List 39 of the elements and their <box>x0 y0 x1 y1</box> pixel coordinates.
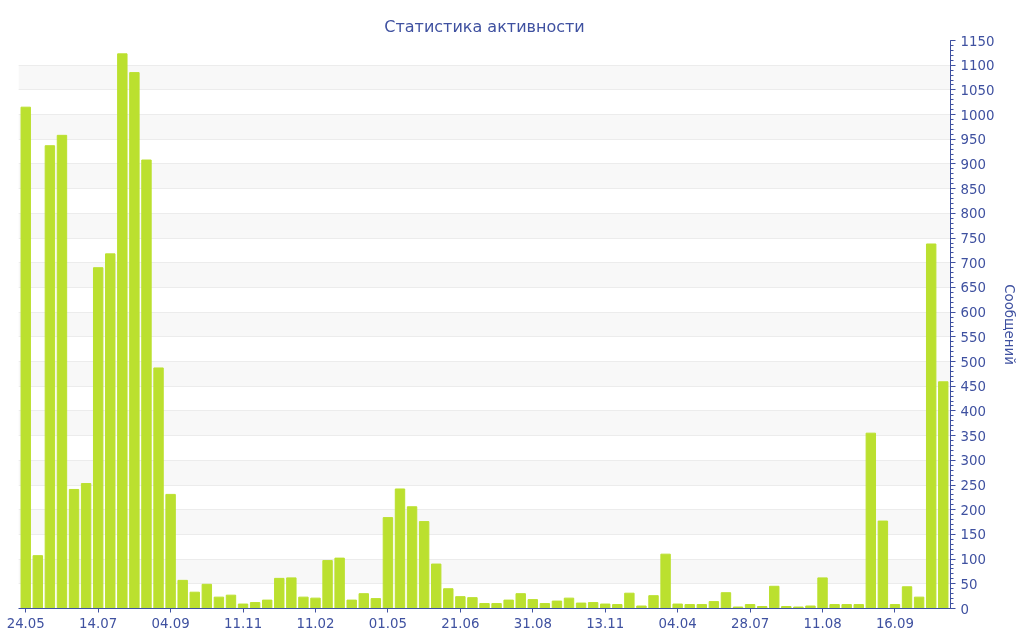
y-tick-label: 550 <box>960 329 986 345</box>
x-tick-label: 04.04 <box>658 615 697 631</box>
y-tick-label: 800 <box>960 206 986 222</box>
x-tick-label: 04.09 <box>151 615 190 631</box>
x-tick-label: 01.05 <box>368 615 407 631</box>
y-tick-label: 950 <box>960 132 986 148</box>
y-tick-label: 100 <box>960 552 986 568</box>
y-tick-label: 400 <box>960 403 986 419</box>
y-tick-label: 1100 <box>960 58 995 74</box>
y-tick-label: 750 <box>960 231 986 247</box>
x-tick-label: 24.05 <box>6 615 45 631</box>
chart-title: Статистика активности <box>384 16 585 36</box>
y-tick-label: 650 <box>960 280 986 296</box>
x-tick-label: 16.09 <box>875 615 915 631</box>
y-tick-label: 150 <box>960 527 986 543</box>
y-tick-label: 200 <box>960 502 986 518</box>
y-axis-title: Сообщений <box>1002 284 1018 365</box>
x-tick-label: 14.07 <box>79 615 118 631</box>
y-tick-label: 1050 <box>960 82 995 98</box>
y-tick-label: 350 <box>960 428 986 444</box>
y-tick-label: 1150 <box>960 33 995 49</box>
x-tick-label: 11.02 <box>296 615 335 631</box>
y-tick-label: 900 <box>960 156 986 172</box>
x-tick-label: 21.06 <box>441 615 480 631</box>
x-tick-label: 31.08 <box>513 615 552 631</box>
y-tick-label: 300 <box>960 453 986 469</box>
x-tick-label: 13.11 <box>586 615 625 631</box>
y-tick-label: 700 <box>960 255 986 271</box>
y-tick-label: 1000 <box>960 107 995 123</box>
y-tick-label: 600 <box>960 305 986 321</box>
y-tick-label: 0 <box>960 601 969 617</box>
y-tick-label: 50 <box>960 576 978 592</box>
x-tick-label: 11.08 <box>803 615 842 631</box>
x-tick-label: 11.11 <box>223 615 263 631</box>
y-tick-label: 250 <box>960 478 986 494</box>
y-tick-label: 850 <box>960 181 986 197</box>
y-tick-label: 500 <box>960 354 986 370</box>
y-tick-label: 450 <box>960 379 986 395</box>
x-tick-label: 28.07 <box>731 615 770 631</box>
